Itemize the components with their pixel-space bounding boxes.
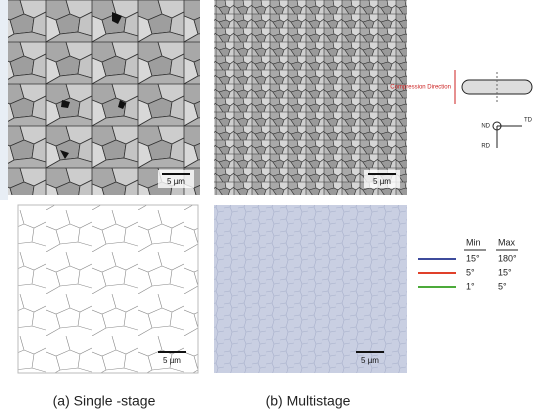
scale-label: 5 µm	[163, 356, 181, 365]
legend-header: Max	[498, 237, 516, 247]
boundary-map	[18, 205, 198, 373]
boundary-map	[214, 205, 407, 373]
colorbar-edge	[0, 0, 8, 200]
nd-label: ND	[481, 124, 490, 130]
scale-label: 5 µm	[373, 177, 391, 186]
legend-max: 180°	[498, 253, 517, 263]
rd-label: RD	[481, 144, 490, 150]
legend-max: 15°	[498, 267, 512, 277]
legend-header: Min	[466, 237, 481, 247]
legend-min: 5°	[466, 267, 475, 277]
caption: (b) Multistage	[266, 393, 351, 409]
legend-max: 5°	[498, 281, 507, 291]
legend-min: 1°	[466, 281, 475, 291]
scale-label: 5 µm	[361, 356, 379, 365]
td-label: TD	[524, 118, 533, 124]
compression-label: Compression Direction	[390, 85, 451, 91]
micrograph	[214, 0, 407, 195]
caption: (a) Single -stage	[53, 393, 156, 409]
figure: 5 µm 5 µm 5 µm 5 µm (a) Single -stage (b…	[0, 0, 542, 412]
micrograph	[8, 0, 200, 195]
scale-label: 5 µm	[167, 177, 185, 186]
legend: 15° 180° 5° 15° 1° 5°	[418, 253, 517, 291]
specimen	[462, 80, 532, 94]
legend-min: 15°	[466, 253, 480, 263]
